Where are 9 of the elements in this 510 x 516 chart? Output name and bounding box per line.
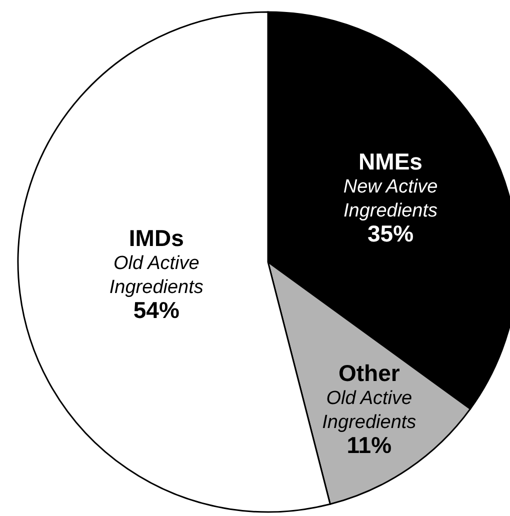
- text: Old Active Ingredients: [322, 388, 417, 433]
- slice-label: NMEs: [358, 148, 422, 175]
- data-label: 11%: [346, 432, 392, 458]
- text: Old Active Ingredients: [109, 253, 204, 298]
- text: New Active Ingredients: [343, 176, 438, 222]
- slice-label: Other: [338, 360, 400, 386]
- slice-label: IMDs: [128, 225, 184, 252]
- data-label: 54%: [133, 297, 180, 324]
- data-label: 35%: [367, 220, 414, 247]
